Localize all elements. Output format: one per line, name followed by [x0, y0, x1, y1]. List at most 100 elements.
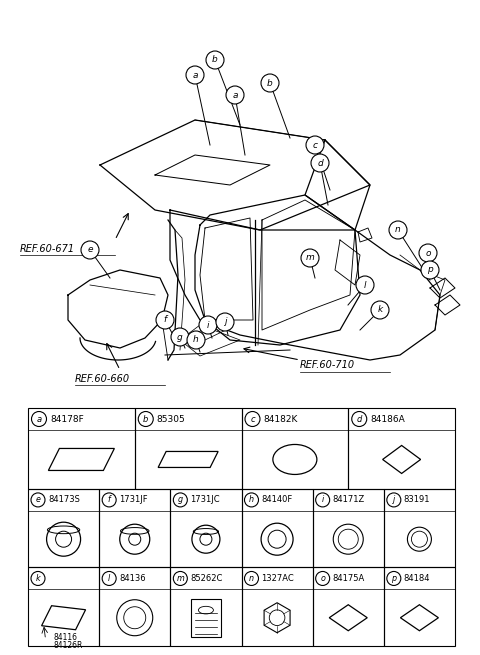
Text: e: e	[87, 246, 93, 255]
Text: 1327AC: 1327AC	[262, 574, 294, 583]
Circle shape	[173, 493, 187, 507]
Text: o: o	[320, 574, 325, 583]
Circle shape	[245, 411, 260, 426]
Text: m: m	[306, 253, 314, 263]
Circle shape	[316, 493, 330, 507]
Text: d: d	[357, 415, 362, 424]
Text: d: d	[317, 159, 323, 168]
Circle shape	[261, 74, 279, 92]
Text: j: j	[393, 495, 395, 504]
Text: n: n	[249, 574, 254, 583]
Text: c: c	[312, 141, 317, 149]
Circle shape	[199, 316, 217, 334]
Text: 84126R: 84126R	[54, 641, 83, 650]
Text: 84186A: 84186A	[370, 415, 405, 424]
Text: i: i	[207, 320, 209, 329]
Circle shape	[387, 493, 401, 507]
Text: 84171Z: 84171Z	[333, 495, 365, 504]
Text: m: m	[177, 574, 184, 583]
Text: 84178F: 84178F	[50, 415, 84, 424]
Bar	[312, 489, 384, 567]
Text: 1731JC: 1731JC	[191, 495, 220, 504]
Circle shape	[371, 301, 389, 319]
Text: e: e	[36, 495, 40, 504]
Text: n: n	[395, 225, 401, 234]
Circle shape	[419, 244, 437, 262]
Text: l: l	[364, 280, 366, 290]
Circle shape	[187, 331, 205, 349]
Circle shape	[316, 571, 330, 586]
Circle shape	[389, 221, 407, 239]
Circle shape	[356, 276, 374, 294]
Text: 84173S: 84173S	[48, 495, 80, 504]
Circle shape	[244, 571, 259, 586]
Text: REF.60-660: REF.60-660	[75, 374, 130, 384]
Circle shape	[311, 154, 329, 172]
Circle shape	[301, 249, 319, 267]
Text: 1731JF: 1731JF	[119, 495, 148, 504]
Circle shape	[306, 136, 324, 154]
Bar	[384, 489, 455, 567]
Circle shape	[216, 313, 234, 331]
Bar	[312, 567, 384, 646]
Text: 84140F: 84140F	[262, 495, 293, 504]
Circle shape	[81, 241, 99, 259]
Text: a: a	[232, 90, 238, 100]
Text: a: a	[36, 415, 42, 424]
Text: 84182K: 84182K	[264, 415, 298, 424]
Text: p: p	[427, 265, 433, 274]
Text: 84116: 84116	[54, 633, 78, 643]
Text: j: j	[224, 318, 226, 326]
Circle shape	[138, 411, 153, 426]
Bar	[348, 408, 455, 489]
Text: 84175A: 84175A	[333, 574, 365, 583]
Text: o: o	[425, 248, 431, 257]
Text: b: b	[212, 56, 218, 64]
Text: g: g	[178, 495, 183, 504]
Text: k: k	[36, 574, 40, 583]
Bar	[28, 489, 99, 567]
Text: 84136: 84136	[119, 574, 146, 583]
Circle shape	[171, 328, 189, 346]
Bar	[191, 599, 221, 637]
Circle shape	[31, 571, 45, 586]
Circle shape	[206, 51, 224, 69]
Text: 85305: 85305	[157, 415, 185, 424]
Text: 83191: 83191	[404, 495, 431, 504]
Bar	[170, 489, 241, 567]
Text: a: a	[192, 71, 198, 79]
Bar	[99, 489, 170, 567]
Bar	[28, 408, 135, 489]
Bar	[28, 567, 99, 646]
Text: c: c	[250, 415, 255, 424]
Circle shape	[244, 493, 259, 507]
Bar	[241, 408, 348, 489]
Text: REF.60-710: REF.60-710	[300, 360, 355, 370]
Circle shape	[102, 571, 116, 586]
Text: b: b	[143, 415, 148, 424]
Text: l: l	[108, 574, 110, 583]
Circle shape	[352, 411, 367, 426]
Text: REF.60-671: REF.60-671	[20, 244, 75, 254]
Text: k: k	[377, 305, 383, 314]
Bar	[384, 567, 455, 646]
Circle shape	[156, 311, 174, 329]
Text: b: b	[267, 79, 273, 88]
Circle shape	[387, 571, 401, 586]
Circle shape	[31, 493, 45, 507]
Text: h: h	[249, 495, 254, 504]
Bar	[241, 567, 312, 646]
Text: p: p	[391, 574, 396, 583]
Circle shape	[173, 571, 187, 586]
Text: 85262C: 85262C	[191, 574, 223, 583]
Circle shape	[32, 411, 47, 426]
Text: i: i	[322, 495, 324, 504]
Circle shape	[102, 493, 116, 507]
Text: 84184: 84184	[404, 574, 431, 583]
Bar	[135, 408, 241, 489]
Bar	[99, 567, 170, 646]
Text: g: g	[177, 333, 183, 341]
Text: h: h	[193, 335, 199, 345]
Bar	[241, 489, 312, 567]
Circle shape	[421, 261, 439, 279]
